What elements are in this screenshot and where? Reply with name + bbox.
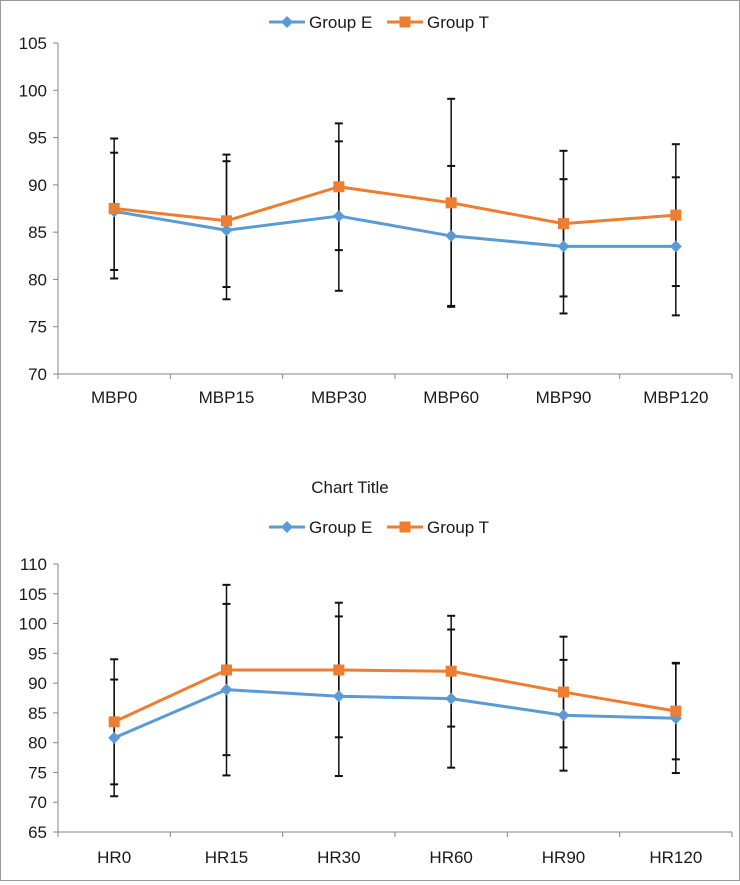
legend-label: Group T [427,518,489,537]
legend-label: Group T [427,13,489,32]
series-line [113,209,676,248]
series-line [114,185,676,226]
y-tick-label: 75 [28,318,47,337]
y-tick-label: 85 [28,704,47,723]
data-point [332,210,345,223]
chart-2: Chart Title Group E Group T 65 70 75 80 85 90 95 1… [19,478,733,867]
y-tick-label: 90 [28,674,47,693]
legend-marker-square [399,16,411,28]
y-tick-label: 80 [28,270,47,289]
y-tick-label: 105 [19,34,47,53]
legend-item: Group E [269,13,372,32]
y-tick-label: 100 [19,81,47,100]
x-tick-label: HR90 [542,848,585,867]
data-point [445,665,457,677]
y-tick-label: 65 [28,823,47,842]
y-tick-label: 95 [28,129,47,148]
legend: Group E Group T [269,518,489,537]
data-point [220,683,233,696]
data-point [557,709,570,722]
x-tick-label: MBP90 [536,388,592,407]
x-tick-label: MBP0 [91,388,137,407]
legend-marker-diamond [281,521,293,533]
data-point [445,197,457,209]
series-line [113,668,677,724]
data-point [557,240,570,253]
x-tick-label: HR15 [205,848,248,867]
data-point [108,716,120,728]
x-tick-label: HR0 [97,848,131,867]
data-point [558,218,569,230]
data-point [333,181,345,193]
legend-item: Group T [387,13,489,32]
legend: Group E Group T [269,13,489,32]
y-tick-label: 70 [28,793,47,812]
y-tick-label: 75 [28,763,47,782]
data-point [333,664,345,676]
data-point [220,224,233,237]
y-tick-label: 100 [19,615,47,634]
y-tick-label: 80 [28,734,47,753]
y-tick-label: 70 [28,365,47,384]
y-tick-label: 105 [19,585,47,604]
data-point [558,686,569,698]
y-tick-label: 95 [28,644,47,663]
y-tick-label: 90 [28,176,47,195]
data-point [445,229,458,242]
x-tick-label: HR60 [429,848,472,867]
x-tick-label: HR120 [649,848,702,867]
legend-label: Group E [309,13,372,32]
data-point [670,209,682,221]
legend-item: Group T [387,518,489,537]
data-point [670,705,682,717]
data-point [108,203,120,214]
chart-1: Group E Group T 70 75 80 85 90 95 100 105 MBP0 MBP1… [19,13,733,407]
x-tick-label: MBP60 [423,388,479,407]
data-point [445,692,458,705]
x-tick-label: MBP120 [643,388,708,407]
series-line [113,688,676,740]
data-point [221,664,232,676]
data-point [332,690,345,703]
x-tick-label: MBP30 [311,388,367,407]
data-point [108,731,121,744]
legend-marker-diamond [281,16,293,28]
legend-marker-square [399,521,411,533]
x-tick-label: MBP15 [199,388,255,407]
x-tick-label: HR30 [317,848,360,867]
data-point [669,240,682,253]
y-tick-label: 85 [28,223,47,242]
legend-item: Group E [269,518,372,537]
legend-label: Group E [309,518,372,537]
y-tick-label: 110 [20,555,47,574]
chart-title: Chart Title [311,478,388,497]
data-point [221,215,232,227]
